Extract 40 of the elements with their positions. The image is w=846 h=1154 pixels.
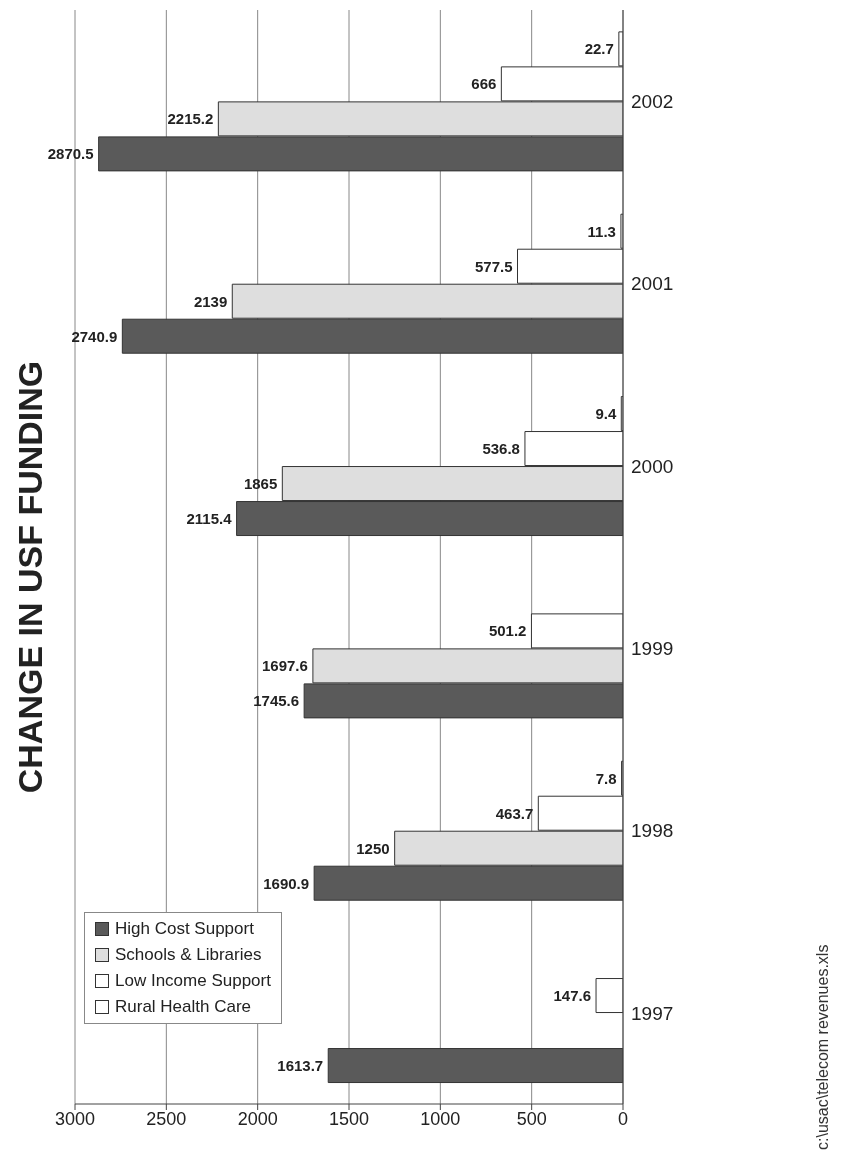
data-label: 1697.6 (262, 657, 308, 675)
x-tick-label: 500 (516, 1108, 547, 1129)
data-label: 7.8 (595, 769, 617, 787)
legend-label: Rural Health Care (114, 997, 253, 1017)
x-tick-label: 1000 (420, 1108, 461, 1129)
y-tick-label: 2002 (631, 90, 674, 112)
data-label: 1745.6 (253, 692, 300, 710)
x-tick-label: 2000 (237, 1108, 278, 1129)
data-label: 11.3 (587, 222, 616, 240)
data-label: 2139 (193, 292, 228, 310)
x-tick-label: 2500 (146, 1108, 187, 1129)
data-label: 1613.7 (277, 1056, 324, 1074)
data-label: 2740.9 (71, 327, 118, 345)
data-label: 2215.2 (167, 110, 214, 128)
data-label: 2870.5 (47, 145, 94, 163)
legend-label: High Cost Support (114, 919, 255, 939)
data-label: 536.8 (482, 439, 520, 457)
x-tick-label: 3000 (54, 1108, 96, 1129)
text: CHANGE IN USF FUNDING (10, 360, 50, 794)
x-tick-label: 0 (617, 1108, 629, 1129)
x-tick-label: 1500 (328, 1108, 370, 1129)
data-label: 577.5 (474, 257, 513, 275)
data-label: 2115.4 (186, 509, 233, 527)
data-label: 22.7 (584, 40, 614, 58)
data-label: 666 (471, 75, 497, 93)
y-tick-label: 1999 (631, 637, 674, 659)
data-label: 501.2 (488, 622, 527, 640)
data-label: 9.4 (595, 404, 617, 422)
data-label: 1250 (356, 839, 390, 857)
data-label: 463.7 (495, 804, 534, 822)
text: c:\usac\telecom revenues.xls (814, 944, 832, 1150)
y-tick-label: 1998 (631, 820, 674, 842)
legend-label: Schools & Libraries (114, 945, 263, 965)
y-tick-label: 1997 (631, 1002, 674, 1024)
data-label: 1865 (243, 474, 278, 492)
data-label: 147.6 (553, 986, 592, 1004)
legend-label: Low Income Support (114, 971, 271, 991)
y-tick-label: 2000 (631, 455, 674, 477)
y-tick-label: 2001 (631, 273, 674, 295)
data-label: 1690.9 (263, 874, 310, 892)
